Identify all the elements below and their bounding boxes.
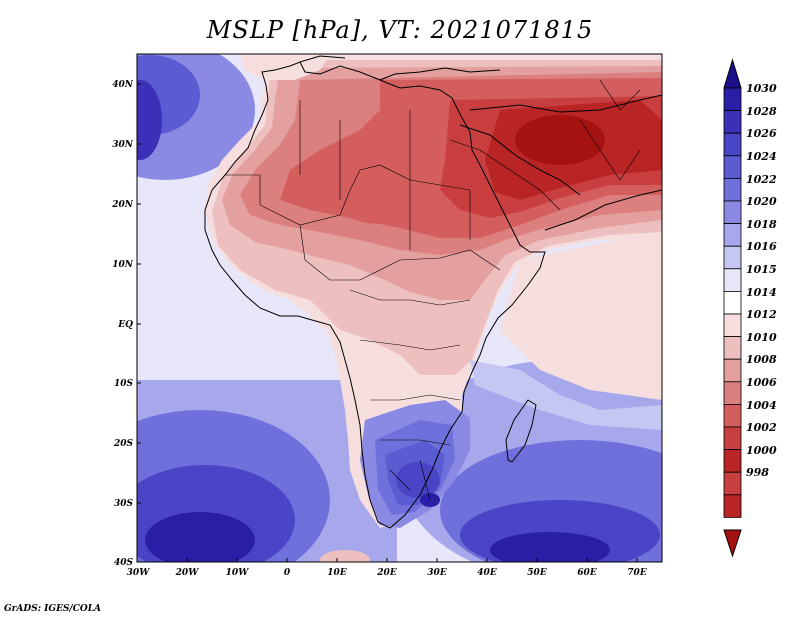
colorbar-label: 1016 [746,240,777,253]
colorbar: 1030 1028 1026 1024 1022 1020 1018 1016 … [723,58,777,558]
lat-label: EQ [117,320,133,330]
colorbar-swatch [723,268,742,292]
lat-label: 40N [112,80,134,90]
colorbar-swatch [723,290,742,315]
lat-label: 30N [112,140,134,150]
colorbar-labels: 1030 1028 1026 1024 1022 1020 1018 1016 … [746,82,777,479]
colorbar-label: 1026 [746,127,777,140]
axis-ticks [136,83,638,563]
colorbar-label: 1012 [746,308,777,321]
pressure-field [137,54,662,562]
colorbar-swatch [723,403,742,428]
colorbar-label: 1008 [746,353,777,366]
lon-label: 20E [376,568,397,578]
colorbar-swatch [723,336,742,360]
colorbar-swatch [723,494,742,518]
colorbar-label: 1030 [746,82,777,95]
colorbar-swatch [723,155,742,179]
lat-label: 10S [114,379,134,389]
colorbar-label: 1014 [746,286,777,299]
map-frame [136,53,663,563]
lon-label: 10E [327,568,347,578]
colorbar-swatch [723,223,742,247]
colorbar-label: 1010 [746,331,777,344]
lon-label: 30E [427,568,447,578]
colorbar-swatch [723,110,742,134]
colorbar-swatch [723,449,742,473]
colorbar-label: 1020 [746,195,777,208]
colorbar-label: 1022 [746,173,777,186]
colorbar-swatch [723,426,742,451]
lat-label: 20S [113,439,134,449]
colorbar-bottom-arrow [723,529,742,558]
colorbar-label: 1000 [746,444,777,457]
colorbar-swatch [723,381,742,405]
lat-label: 10N [112,260,134,270]
lon-label: 60E [577,568,597,578]
colorbar-label: 998 [746,466,769,479]
lon-label: 70E [627,568,647,578]
colorbar-swatch [723,200,742,225]
colorbar-label: 1024 [746,150,777,163]
colorbar-swatch [723,177,742,202]
colorbar-swatch [723,87,742,112]
country-borders [225,79,641,501]
colorbar-swatch [723,245,742,270]
lat-label: 40S [114,558,134,568]
colorbar-label: 1006 [746,376,777,389]
colorbar-label: 1018 [746,218,777,231]
colorbar-swatch [723,132,742,157]
latitude-labels: 40N 30N 20N 10N EQ 10S 20S 30S 40S [111,80,134,568]
lat-label: 30S [114,499,134,509]
colorbar-label: 1015 [746,263,777,276]
grads-credit: GrADS: IGES/COLA [4,604,102,614]
colorbar-top-arrow [723,58,742,89]
map-title: MSLP [hPa], VT: 2021071815 [206,16,594,44]
colorbar-label: 1028 [746,105,777,118]
lat-label: 20N [111,200,134,210]
longitude-labels: 30W 20W 10W 0 10E 20E 30E 40E 50E 60E 70… [127,568,647,578]
coastlines [204,55,662,529]
lon-label: 50E [527,568,547,578]
lon-label: 10W [226,568,250,578]
lon-label: 40E [477,568,497,578]
lon-label: 30W [127,568,151,578]
lon-label: 20W [175,568,200,578]
colorbar-swatch [723,358,742,383]
lon-label: 0 [284,568,291,578]
colorbar-label: 1004 [746,399,777,412]
colorbar-swatch [723,313,742,338]
colorbar-label: 1002 [746,421,777,434]
colorbar-swatch [723,471,742,496]
